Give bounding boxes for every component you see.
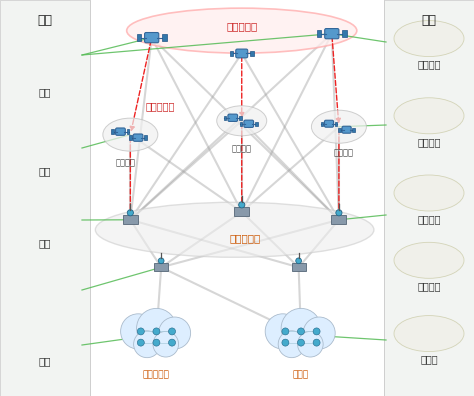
Text: 天基接入网: 天基接入网: [146, 102, 175, 112]
Bar: [240, 122, 242, 126]
Circle shape: [137, 308, 176, 348]
Circle shape: [137, 328, 144, 335]
Bar: [321, 122, 323, 126]
Bar: [338, 128, 341, 132]
Text: 预警探测: 预警探测: [417, 137, 441, 147]
Circle shape: [278, 331, 305, 358]
Bar: [230, 51, 233, 56]
Text: 空基: 空基: [39, 166, 51, 177]
Bar: [353, 128, 355, 132]
FancyBboxPatch shape: [228, 114, 237, 122]
Text: 安全接入: 安全接入: [334, 149, 354, 158]
FancyBboxPatch shape: [325, 29, 339, 39]
Text: 侦察监视: 侦察监视: [417, 59, 441, 70]
FancyBboxPatch shape: [331, 215, 346, 224]
Circle shape: [169, 339, 175, 346]
Ellipse shape: [394, 98, 464, 134]
Bar: [111, 129, 114, 134]
Bar: [250, 51, 254, 56]
Bar: [137, 34, 141, 41]
Text: 互联网: 互联网: [293, 371, 309, 380]
Bar: [0, 0, 90, 396]
FancyBboxPatch shape: [154, 263, 168, 271]
Text: 网格计算: 网格计算: [417, 214, 441, 224]
Bar: [384, 0, 474, 396]
Ellipse shape: [103, 118, 158, 151]
Bar: [90, 0, 384, 396]
Text: 用户: 用户: [37, 14, 53, 27]
Text: 移动接入: 移动接入: [232, 145, 252, 154]
Text: 服务: 服务: [421, 14, 437, 27]
Circle shape: [159, 317, 191, 349]
Bar: [145, 135, 147, 140]
Ellipse shape: [311, 110, 366, 143]
Text: 云计算: 云计算: [420, 354, 438, 365]
Circle shape: [137, 339, 144, 346]
Circle shape: [282, 339, 289, 346]
Circle shape: [120, 314, 156, 349]
Circle shape: [153, 328, 160, 335]
Circle shape: [265, 314, 301, 349]
Circle shape: [303, 317, 335, 349]
Bar: [129, 135, 132, 140]
Ellipse shape: [127, 8, 357, 53]
Circle shape: [313, 339, 320, 346]
Circle shape: [239, 202, 245, 208]
Bar: [127, 129, 129, 134]
FancyBboxPatch shape: [342, 126, 351, 133]
Circle shape: [158, 258, 164, 264]
Circle shape: [128, 210, 133, 216]
FancyBboxPatch shape: [123, 215, 138, 224]
Circle shape: [282, 328, 289, 335]
Circle shape: [296, 258, 301, 264]
Ellipse shape: [394, 316, 464, 352]
Text: 天基骨干网: 天基骨干网: [226, 22, 257, 32]
Circle shape: [298, 328, 304, 335]
Bar: [239, 116, 242, 120]
Bar: [342, 30, 347, 37]
Bar: [224, 116, 227, 120]
Ellipse shape: [95, 202, 374, 257]
Text: 地基节点网: 地基节点网: [229, 233, 260, 243]
FancyBboxPatch shape: [116, 128, 125, 135]
Ellipse shape: [217, 106, 267, 136]
Text: 移动通信网: 移动通信网: [143, 371, 170, 380]
Circle shape: [153, 331, 179, 357]
Text: 空间处理: 空间处理: [417, 281, 441, 291]
Circle shape: [281, 308, 321, 348]
Circle shape: [169, 328, 175, 335]
Text: 海基: 海基: [39, 238, 51, 248]
Text: 天基: 天基: [39, 87, 51, 97]
Text: 地基: 地基: [39, 356, 51, 367]
Ellipse shape: [394, 21, 464, 57]
Circle shape: [313, 328, 320, 335]
Bar: [335, 122, 337, 126]
FancyBboxPatch shape: [324, 120, 334, 127]
Bar: [162, 34, 167, 41]
FancyBboxPatch shape: [234, 207, 249, 216]
Circle shape: [298, 339, 304, 346]
Circle shape: [153, 339, 160, 346]
FancyBboxPatch shape: [292, 263, 306, 271]
FancyBboxPatch shape: [133, 134, 143, 141]
Ellipse shape: [394, 175, 464, 211]
Text: 宽带接入: 宽带接入: [115, 159, 136, 168]
FancyBboxPatch shape: [236, 49, 248, 58]
Bar: [255, 122, 258, 126]
Bar: [317, 30, 321, 37]
Circle shape: [298, 331, 323, 357]
Ellipse shape: [394, 242, 464, 278]
Circle shape: [336, 210, 342, 216]
Circle shape: [134, 331, 161, 358]
FancyBboxPatch shape: [244, 120, 254, 128]
FancyBboxPatch shape: [145, 32, 159, 43]
